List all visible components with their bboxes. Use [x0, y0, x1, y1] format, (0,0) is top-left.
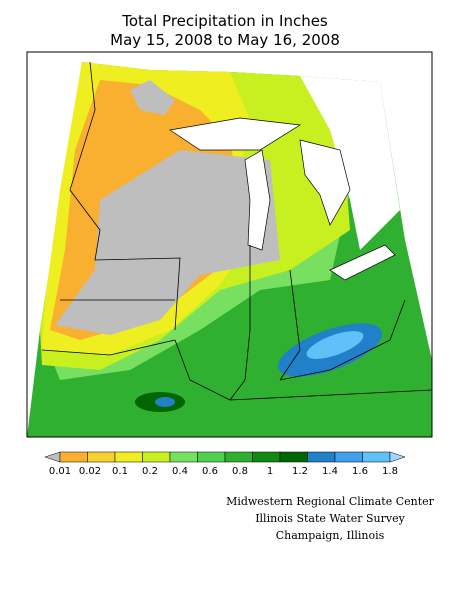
legend-label: 0.6 — [202, 466, 218, 477]
lake-huron — [299, 139, 351, 226]
legend-swatch — [87, 451, 116, 463]
legend-swatch — [197, 451, 226, 463]
legend: 0.01 0.02 0.1 0.2 0.4 0.6 0.8 1 1.2 1.4 1.6 1.8 — [44, 451, 406, 477]
legend-label: 0.02 — [79, 466, 101, 477]
lake-michigan — [244, 149, 271, 251]
legend-swatch — [59, 451, 88, 463]
legend-swatch — [224, 451, 253, 463]
lake-superior — [169, 117, 302, 151]
title: Total Precipitation in Inches — [122, 12, 328, 30]
state-borders — [41, 61, 433, 401]
lake-canada — [300, 76, 400, 250]
precip-region — [155, 397, 175, 407]
legend-label: 0.1 — [112, 466, 128, 477]
credit: Midwestern Regional Climate Center — [226, 495, 434, 508]
legend-label: 1.2 — [292, 466, 308, 477]
legend-swatch — [252, 451, 281, 463]
map-area — [26, 51, 433, 438]
legend-label: 0.8 — [232, 466, 248, 477]
credit: Champaign, Illinois — [275, 529, 385, 542]
legend-label: 0.4 — [172, 466, 188, 477]
subtitle: May 15, 2008 to May 16, 2008 — [110, 31, 340, 49]
lake-erie — [329, 244, 396, 281]
legend-swatch — [114, 451, 143, 463]
legend-swatch — [279, 451, 308, 463]
legend-label: 0.01 — [49, 466, 71, 477]
legend-label: 1.8 — [382, 466, 398, 477]
legend-swatch — [44, 451, 61, 463]
legend-swatch — [334, 451, 363, 463]
legend-swatch — [389, 451, 406, 463]
legend-swatch — [142, 451, 171, 463]
legend-label: 1.4 — [322, 466, 338, 477]
credit: Illinois State Water Survey — [255, 512, 405, 525]
precip-region — [306, 331, 364, 359]
legend-swatch — [362, 451, 391, 463]
map-frame — [26, 51, 433, 438]
legend-swatch — [169, 451, 198, 463]
legend-swatch — [307, 451, 336, 463]
legend-label: 1.6 — [352, 466, 368, 477]
legend-label: 0.2 — [142, 466, 158, 477]
precip-region — [130, 80, 175, 115]
legend-label: 1 — [267, 466, 273, 477]
precip-region — [55, 150, 280, 335]
